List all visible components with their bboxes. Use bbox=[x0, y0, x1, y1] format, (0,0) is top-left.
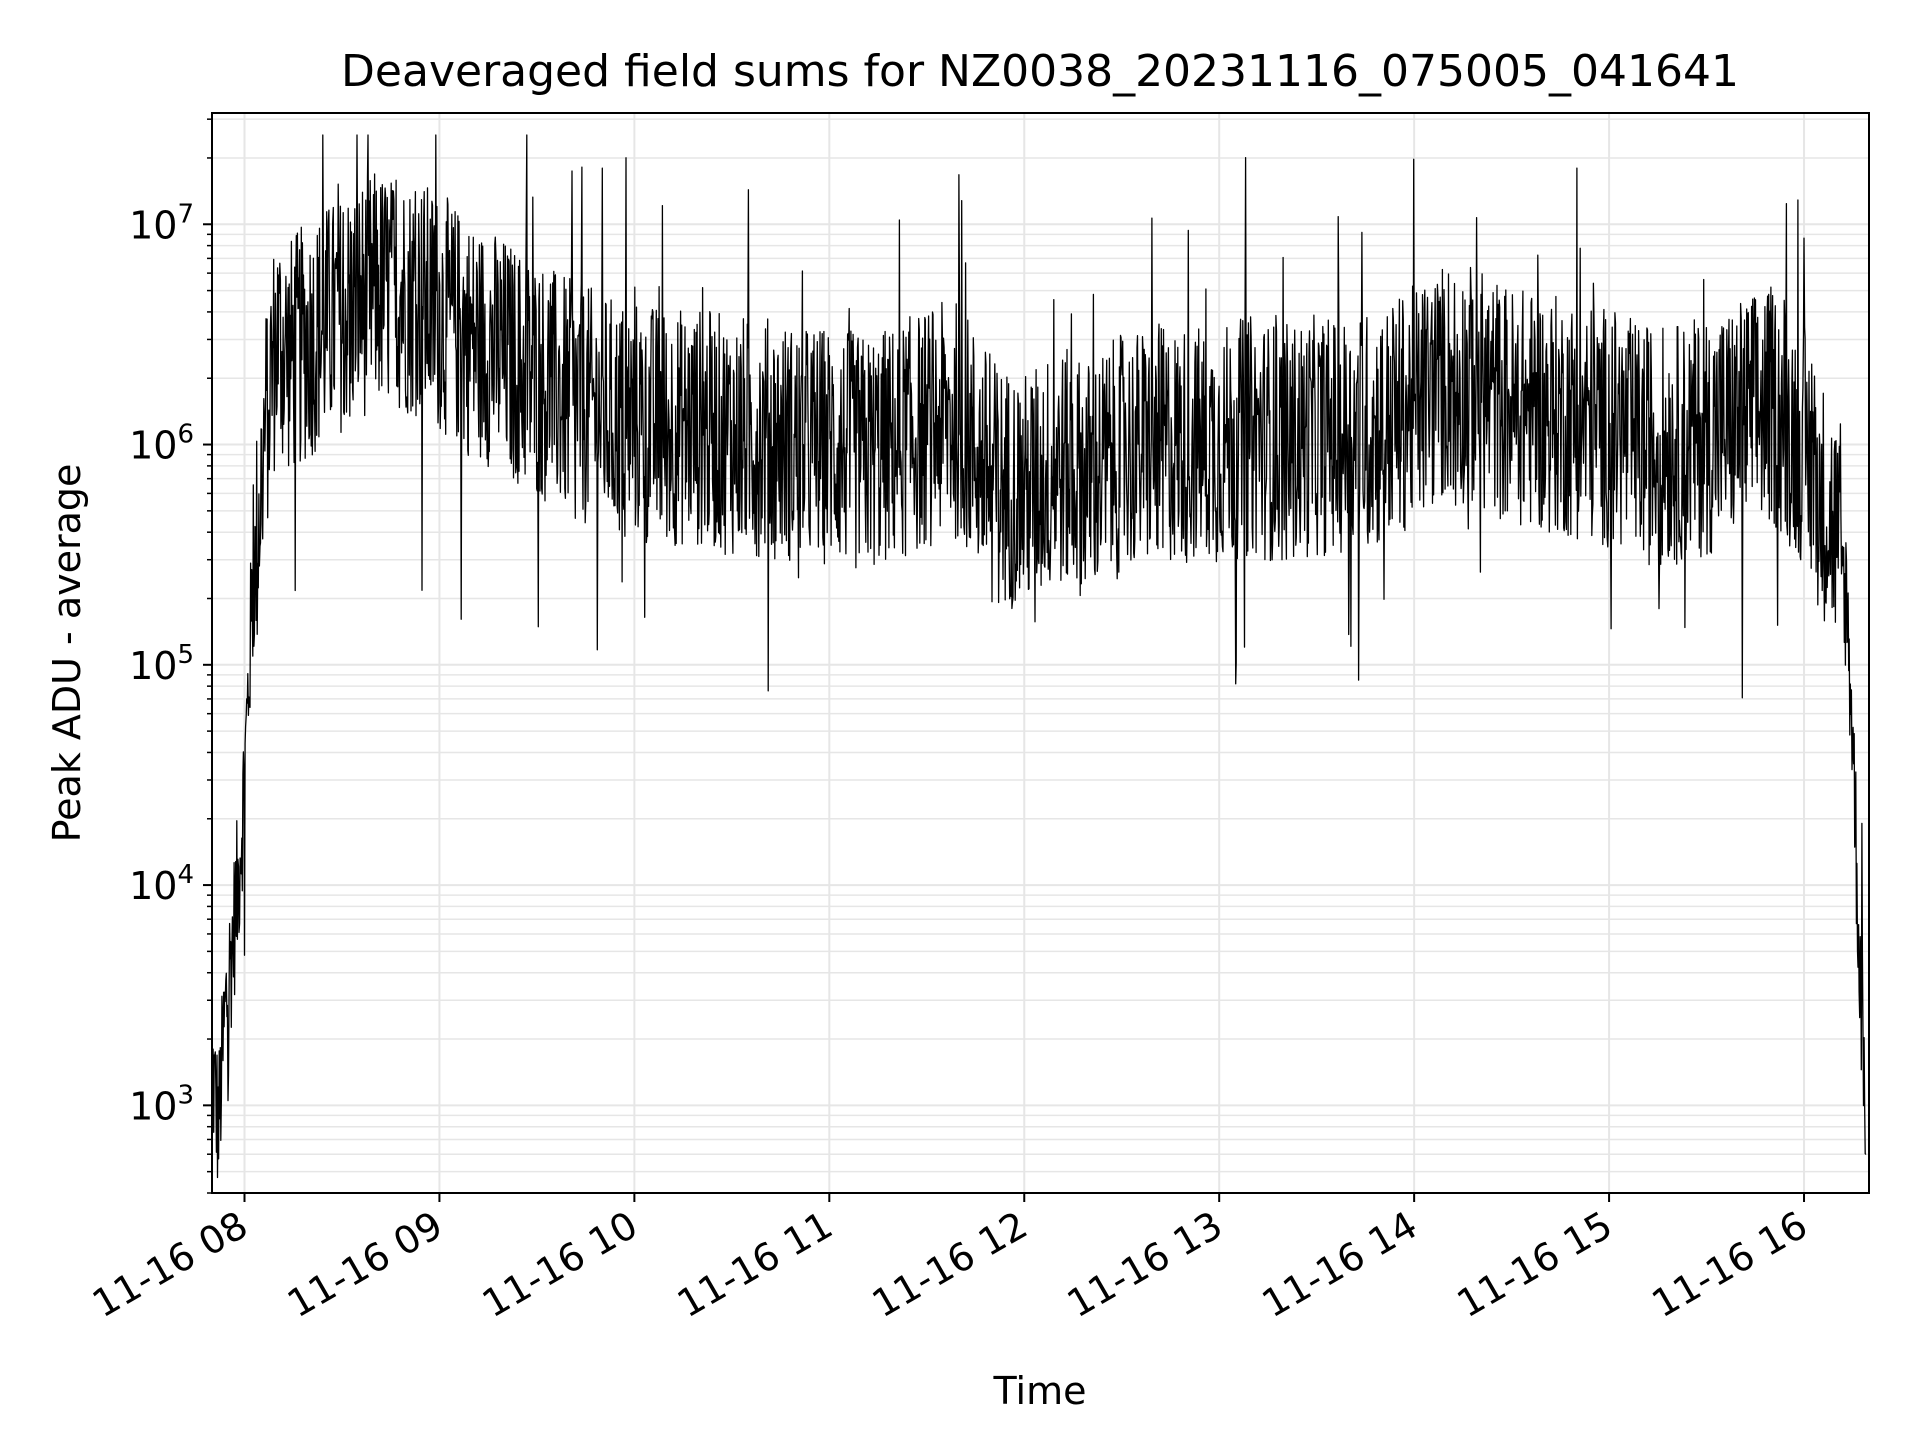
x-axis-label: Time bbox=[993, 1369, 1087, 1413]
y-tick-label-base: 10 bbox=[129, 203, 177, 247]
grid bbox=[212, 113, 1869, 1194]
x-tick-label: 11-16 14 bbox=[1255, 1203, 1425, 1327]
x-axis: 11-16 08 11-16 09 11-16 10 11-16 11 11-16 12… bbox=[85, 1193, 1815, 1327]
y-tick-label: 105 bbox=[129, 640, 194, 688]
y-tick-label-exponent: 4 bbox=[177, 860, 194, 890]
x-tick-label: 11-16 08 bbox=[85, 1203, 255, 1327]
x-tick-label: 11-16 09 bbox=[280, 1203, 450, 1327]
y-tick-label: 104 bbox=[129, 860, 194, 908]
y-tick-label-base: 10 bbox=[129, 644, 177, 688]
y-tick-label: 103 bbox=[129, 1080, 194, 1128]
y-tick-label-exponent: 3 bbox=[177, 1080, 194, 1110]
y-tick-label: 107 bbox=[129, 199, 194, 247]
y-axis-label: Peak ADU - average bbox=[45, 464, 89, 843]
y-tick-label-base: 10 bbox=[129, 424, 177, 468]
x-tick-label: 11-16 12 bbox=[865, 1203, 1035, 1327]
series-line bbox=[211, 134, 1867, 1179]
x-tick-label: 11-16 13 bbox=[1060, 1203, 1230, 1327]
chart-title: Deaveraged field sums for NZ0038_2023111… bbox=[341, 46, 1739, 97]
x-tick-label: 11-16 11 bbox=[670, 1203, 840, 1327]
y-tick-label-exponent: 6 bbox=[177, 420, 194, 450]
y-tick-label: 106 bbox=[129, 420, 194, 468]
plot-area-frame bbox=[211, 112, 1870, 1194]
y-tick-label-exponent: 7 bbox=[177, 199, 194, 229]
y-tick-label-exponent: 5 bbox=[177, 640, 194, 670]
x-tick-label: 11-16 15 bbox=[1450, 1203, 1620, 1327]
y-tick-label-base: 10 bbox=[129, 1084, 177, 1128]
x-tick-label: 11-16 16 bbox=[1645, 1203, 1815, 1327]
y-tick-label-base: 10 bbox=[129, 864, 177, 908]
x-tick-label: 11-16 10 bbox=[475, 1203, 645, 1327]
